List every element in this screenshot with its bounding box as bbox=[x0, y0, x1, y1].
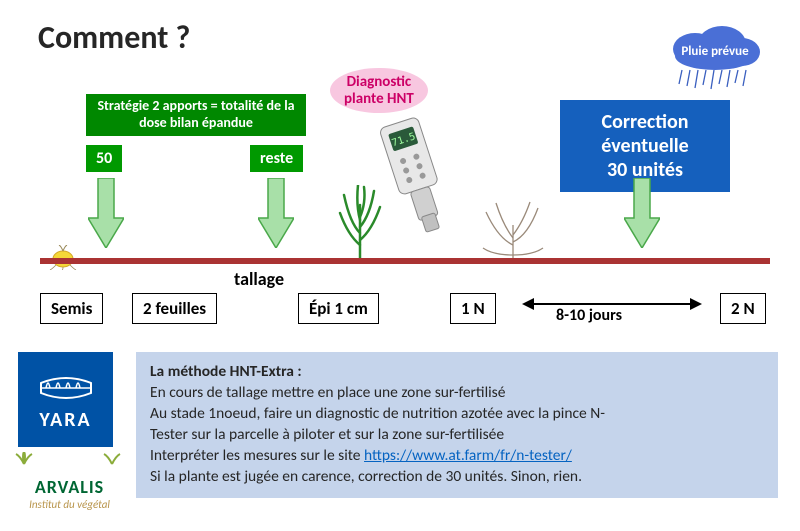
stage-epi1cm: Épi 1 cm bbox=[298, 293, 379, 324]
down-arrow-3 bbox=[624, 178, 660, 248]
diag-line2: plante HNT bbox=[344, 90, 414, 108]
diagnostic-callout: Diagnostic plante HNT bbox=[330, 68, 428, 113]
stage-1n: 1 N bbox=[450, 293, 496, 324]
arvalis-logo: ARVALIS Institut du végétal bbox=[12, 452, 127, 511]
tag-reste: reste bbox=[250, 145, 303, 172]
stage-semis: Semis bbox=[40, 293, 103, 324]
dead-plant-icon bbox=[478, 200, 548, 260]
info-link[interactable]: https://www.at.farm/fr/n-tester/ bbox=[364, 446, 572, 465]
arvalis-sub-text: Institut du végétal bbox=[12, 498, 127, 511]
cloud-label: Pluie prévue bbox=[681, 44, 748, 59]
diag-line1: Diagnostic bbox=[347, 73, 412, 91]
yara-brand-text: YARA bbox=[39, 408, 91, 432]
green-plant-icon bbox=[330, 185, 390, 260]
arvalis-brand-text: ARVALIS bbox=[12, 476, 127, 498]
info-line1: En cours de tallage mettre en place une … bbox=[150, 383, 764, 404]
page-title: Comment ? bbox=[38, 18, 190, 57]
info-line4: Si la plante est jugée en carence, corre… bbox=[150, 467, 764, 488]
info-line2a: Au stade 1noeud, faire un diagnostic de … bbox=[150, 404, 764, 425]
corr-l1: Correction bbox=[602, 110, 689, 134]
tag-50: 50 bbox=[86, 145, 122, 172]
info-l3-pre: Interpréter les mesures sur le site bbox=[150, 446, 364, 465]
strategy-box: Stratégie 2 apports = totalité de la dos… bbox=[86, 94, 306, 136]
info-box: La méthode HNT-Extra : En cours de talla… bbox=[136, 352, 778, 498]
down-arrow-1 bbox=[88, 178, 124, 248]
info-title: La méthode HNT-Extra : bbox=[150, 362, 764, 383]
down-arrow-2 bbox=[258, 178, 294, 248]
rain-cloud: Pluie prévue bbox=[660, 24, 770, 94]
info-line2b: Tester sur la parcelle à piloter et sur … bbox=[150, 425, 764, 446]
stage-2feuilles: 2 feuilles bbox=[132, 293, 217, 324]
days-label: 8-10 jours bbox=[556, 306, 622, 325]
corr-l2: éventuelle bbox=[601, 134, 689, 158]
timeline bbox=[40, 258, 770, 264]
stage-2n: 2 N bbox=[720, 293, 766, 324]
yara-logo: YARA bbox=[18, 352, 113, 447]
info-line3: Interpréter les mesures sur le site http… bbox=[150, 446, 764, 467]
tallage-label: tallage bbox=[234, 268, 284, 290]
